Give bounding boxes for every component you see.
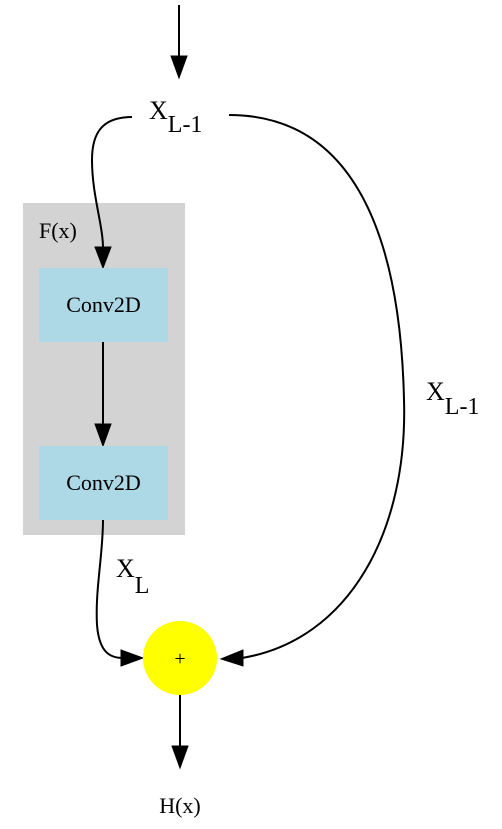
- conv2d-node-1: [39, 268, 168, 342]
- input-node-subscript: L-1: [168, 112, 203, 138]
- add-node-label: +: [174, 648, 185, 670]
- edge-input-to-conv1: [90, 116, 133, 270]
- input-node-var: X: [149, 96, 168, 125]
- output-label: H(x): [159, 793, 201, 818]
- conv2d-node-2: [39, 446, 168, 520]
- edge-conv2-to-add: [95, 519, 145, 667]
- skip-edge-var: X: [426, 377, 445, 406]
- cluster-f-label: F(x): [39, 218, 77, 243]
- residual-edge-var: X: [116, 554, 135, 583]
- residual-edge-subscript: L: [135, 573, 150, 599]
- skip-edge-subscript: L-1: [445, 394, 480, 420]
- conv2d-node-2-label: Conv2D: [66, 470, 141, 495]
- edge-skip-connection: [219, 114, 406, 667]
- add-node: [143, 621, 217, 695]
- residual-edge-label: XL: [116, 554, 149, 599]
- skip-edge-label: XL-1: [426, 377, 479, 420]
- input-node-label: XL-1: [149, 96, 202, 138]
- conv2d-node-1-label: Conv2D: [66, 292, 141, 317]
- edge-conv1-to-conv2: [94, 342, 112, 448]
- edge-input-arrow: [170, 5, 188, 80]
- edge-add-to-output: [171, 695, 189, 770]
